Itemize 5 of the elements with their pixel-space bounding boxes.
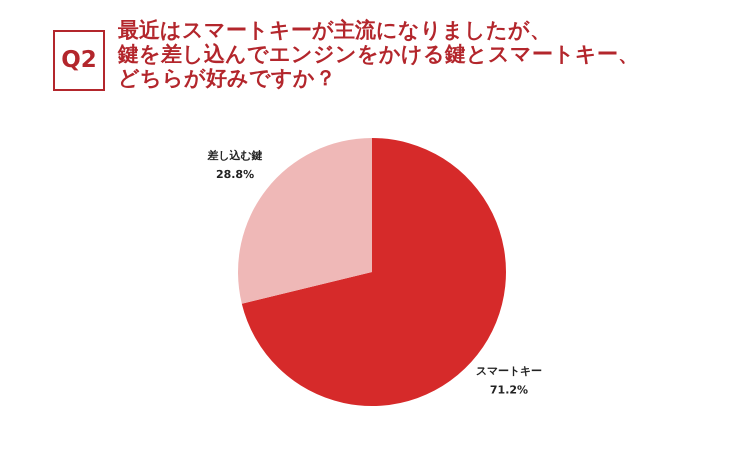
- chart-title: 最近はスマートキーが主流になりましたが、鍵を差し込んでエンジンをかける鍵とスマートキー、どちらが好みですか？: [118, 18, 640, 90]
- slice-label: スマートキー: [476, 364, 542, 378]
- slice-label: 差し込む鍵: [206, 149, 263, 162]
- data-label: 71.2%: [490, 383, 528, 396]
- data-label: 28.8%: [216, 168, 254, 182]
